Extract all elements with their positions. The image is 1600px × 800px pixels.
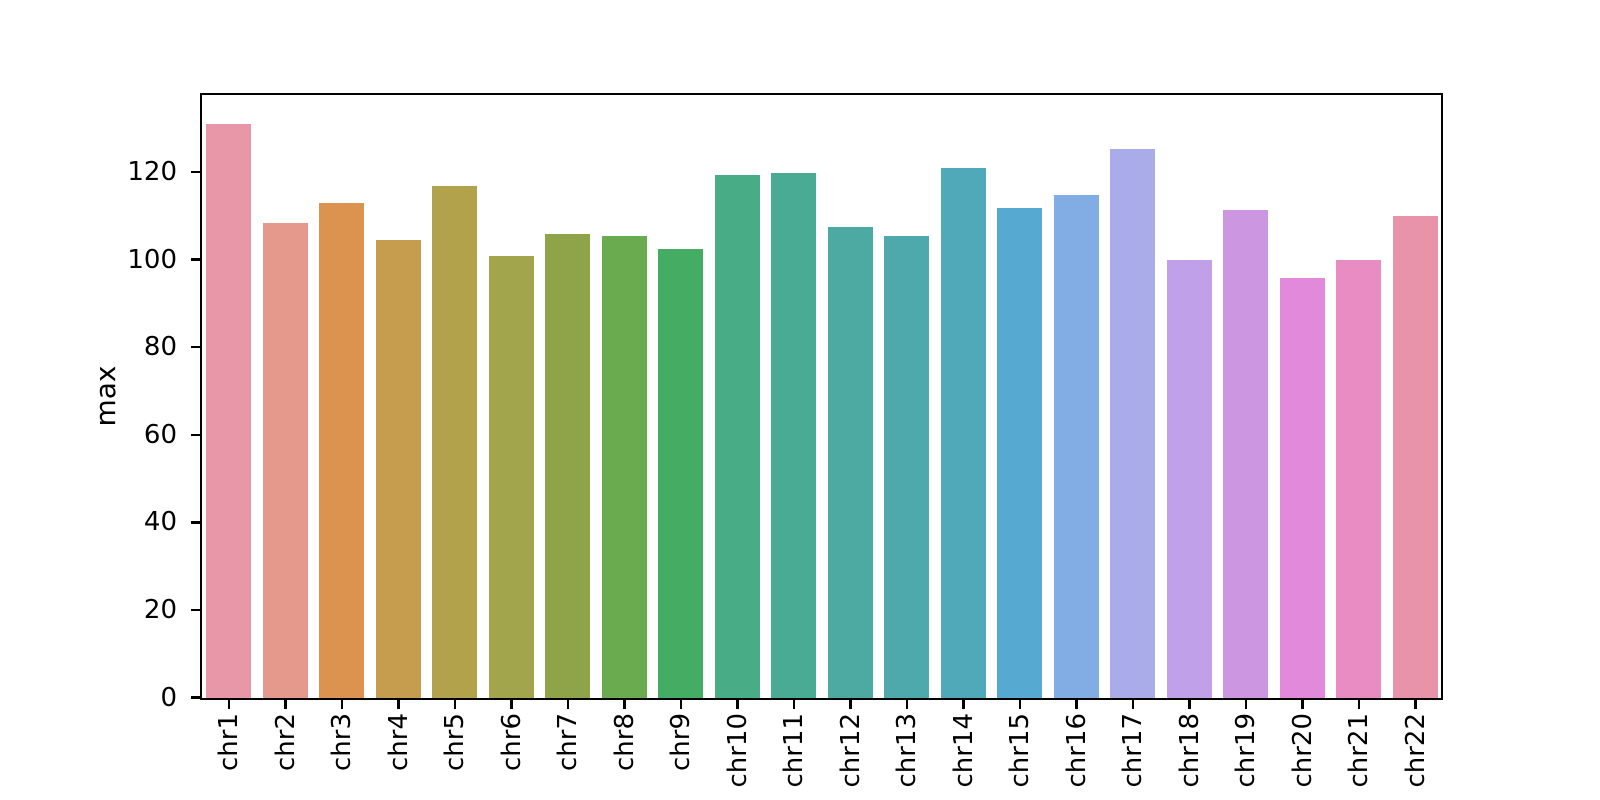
y-tick-label-20: 20 bbox=[143, 594, 177, 625]
bar-chr22 bbox=[1392, 216, 1438, 698]
x-tick bbox=[1131, 700, 1135, 709]
bar-chr6 bbox=[488, 255, 534, 698]
y-tick bbox=[191, 170, 200, 174]
x-tick-label-chr8: chr8 bbox=[609, 713, 640, 772]
x-tick bbox=[1244, 700, 1248, 709]
bar-chr16 bbox=[1053, 194, 1099, 698]
y-tick bbox=[191, 696, 200, 699]
y-tick-label-80: 80 bbox=[143, 332, 177, 363]
x-tick-label-chr3: chr3 bbox=[327, 713, 357, 772]
bar-chr10 bbox=[714, 174, 760, 698]
x-tick bbox=[566, 700, 570, 709]
bar-chr7 bbox=[545, 233, 590, 698]
x-tick-label-chr14: chr14 bbox=[948, 713, 979, 788]
x-tick-label-chr12: chr12 bbox=[835, 713, 866, 788]
bar-chr17 bbox=[1110, 148, 1155, 698]
y-tick bbox=[191, 433, 200, 437]
bar-chr8 bbox=[601, 236, 647, 698]
bar-chr2 bbox=[262, 222, 308, 698]
y-tick bbox=[191, 608, 200, 612]
x-tick-label-chr4: chr4 bbox=[383, 713, 414, 772]
bar-chr15 bbox=[997, 207, 1042, 698]
x-tick bbox=[905, 700, 909, 709]
bar-chr11 bbox=[771, 172, 816, 698]
y-tick-label-60: 60 bbox=[143, 419, 177, 450]
x-tick-label-chr6: chr6 bbox=[496, 713, 527, 772]
y-tick bbox=[191, 521, 200, 524]
x-tick bbox=[1188, 700, 1191, 709]
x-tick bbox=[679, 700, 683, 709]
y-tick bbox=[191, 345, 200, 349]
bar-chr21 bbox=[1336, 260, 1381, 698]
x-tick bbox=[284, 700, 287, 709]
plot-area bbox=[200, 93, 1443, 700]
x-tick bbox=[510, 700, 513, 709]
bar-chr20 bbox=[1279, 277, 1325, 698]
bar-chr9 bbox=[658, 249, 703, 698]
bar-chr13 bbox=[884, 236, 929, 698]
x-tick-label-chr19: chr19 bbox=[1231, 713, 1261, 788]
y-tick bbox=[191, 258, 200, 261]
bar-chr18 bbox=[1166, 260, 1212, 698]
x-tick bbox=[1075, 700, 1078, 709]
x-tick-label-chr21: chr21 bbox=[1344, 713, 1374, 788]
x-tick-label-chr11: chr11 bbox=[779, 713, 809, 788]
x-tick bbox=[453, 700, 457, 709]
x-tick-label-chr18: chr18 bbox=[1174, 713, 1205, 788]
x-tick-label-chr22: chr22 bbox=[1400, 713, 1431, 788]
x-tick bbox=[1018, 700, 1022, 709]
x-tick bbox=[1357, 700, 1361, 709]
y-tick-label-40: 40 bbox=[143, 507, 177, 538]
x-tick bbox=[623, 700, 626, 709]
x-tick bbox=[792, 700, 796, 709]
x-tick-label-chr7: chr7 bbox=[553, 713, 583, 772]
x-tick-label-chr9: chr9 bbox=[666, 713, 696, 772]
x-tick bbox=[849, 700, 852, 709]
x-tick-label-chr10: chr10 bbox=[722, 713, 753, 788]
x-tick bbox=[397, 700, 400, 709]
x-tick bbox=[736, 700, 739, 709]
x-tick-label-chr15: chr15 bbox=[1005, 713, 1035, 788]
y-axis-label: max bbox=[89, 365, 122, 427]
x-tick-label-chr5: chr5 bbox=[440, 713, 470, 772]
y-tick-label-100: 100 bbox=[127, 244, 177, 275]
bar-chr19 bbox=[1223, 209, 1268, 698]
bar-chr4 bbox=[375, 240, 421, 698]
bar-chr3 bbox=[319, 203, 364, 698]
x-tick-label-chr13: chr13 bbox=[892, 713, 922, 788]
x-tick bbox=[1301, 700, 1304, 709]
y-tick-label-120: 120 bbox=[127, 157, 177, 188]
x-tick bbox=[340, 700, 344, 709]
x-tick-label-chr1: chr1 bbox=[214, 713, 244, 772]
x-tick bbox=[962, 700, 965, 709]
x-tick bbox=[227, 700, 231, 709]
bar-chr5 bbox=[432, 185, 477, 698]
bar-chr1 bbox=[206, 124, 251, 698]
x-tick-label-chr17: chr17 bbox=[1118, 713, 1148, 788]
y-tick-label-0: 0 bbox=[160, 682, 177, 713]
x-tick-label-chr16: chr16 bbox=[1061, 713, 1092, 788]
x-tick-label-chr20: chr20 bbox=[1287, 713, 1318, 788]
bar-chr12 bbox=[827, 227, 873, 698]
x-tick-label-chr2: chr2 bbox=[270, 713, 301, 772]
bar-chr14 bbox=[940, 168, 986, 698]
x-tick bbox=[1414, 700, 1417, 709]
